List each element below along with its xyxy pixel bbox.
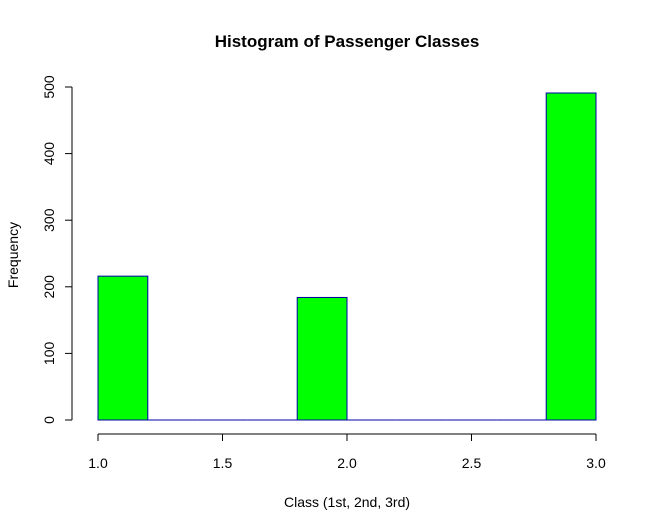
y-tick-label: 300 [41,208,57,232]
histogram-bar-0 [97,275,149,421]
histogram-bar-9 [545,92,597,421]
y-tick-label: 400 [41,142,57,166]
x-tick-label: 2.0 [337,455,357,471]
x-axis: 1.0 1.5 2.0 2.5 3.0 [88,433,606,471]
y-tick-label: 200 [41,275,57,299]
x-tick-label: 3.0 [586,455,606,471]
y-axis-label: Frequency [5,222,21,288]
y-tick-label: 100 [41,342,57,366]
y-axis: 0 100 200 300 400 500 [41,75,73,424]
x-axis-label: Class (1st, 2nd, 3rd) [284,494,410,510]
chart-title: Histogram of Passenger Classes [215,32,480,51]
bars-group [97,92,597,421]
x-tick-label: 2.5 [462,455,482,471]
histogram-bar-4 [296,296,348,421]
x-tick-label: 1.0 [88,455,108,471]
y-tick-label: 0 [41,416,57,424]
y-tick-label: 500 [41,75,57,99]
x-tick-label: 1.5 [213,455,233,471]
